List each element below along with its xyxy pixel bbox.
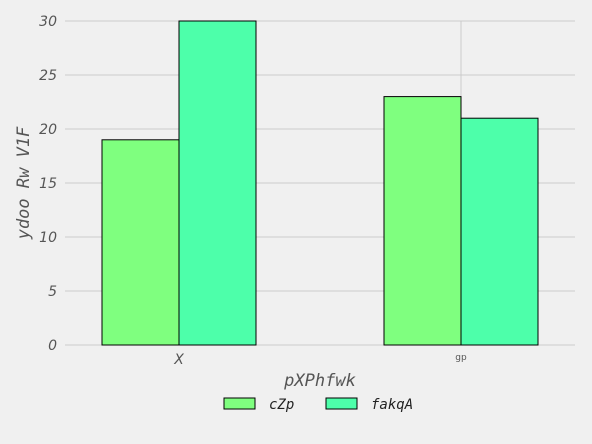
bar-fakqA-X [178,20,257,346]
legend-swatch-cZp [223,397,256,410]
y-tick-label: 0 [48,338,57,354]
bars [101,20,539,346]
legend-label-fakqA: fakqA [371,397,413,413]
y-tick-label: 5 [48,284,57,300]
x-tick-label: X [173,352,184,368]
x-axis-label: pXPhfwk [283,371,356,391]
legend-label-cZp: cZp [269,397,294,413]
legend: cZp fakqA [223,397,413,413]
y-tick-label: 30 [39,14,57,30]
legend-swatch-fakqA [325,397,358,410]
y-tick-label: 25 [39,68,57,84]
y-tick-labels: 0 5 10 15 20 25 30 [39,14,57,354]
y-tick-label: 15 [39,176,57,192]
bar-fakqA-gp [460,117,539,346]
y-tick-label: 10 [39,230,57,246]
y-tick-label: 20 [39,122,57,138]
y-axis-label: ydoo Rw V1F [14,126,34,240]
x-tick-label: gp [455,353,467,363]
bar-cZp-X [101,139,180,346]
bar-cZp-gp [383,96,462,346]
